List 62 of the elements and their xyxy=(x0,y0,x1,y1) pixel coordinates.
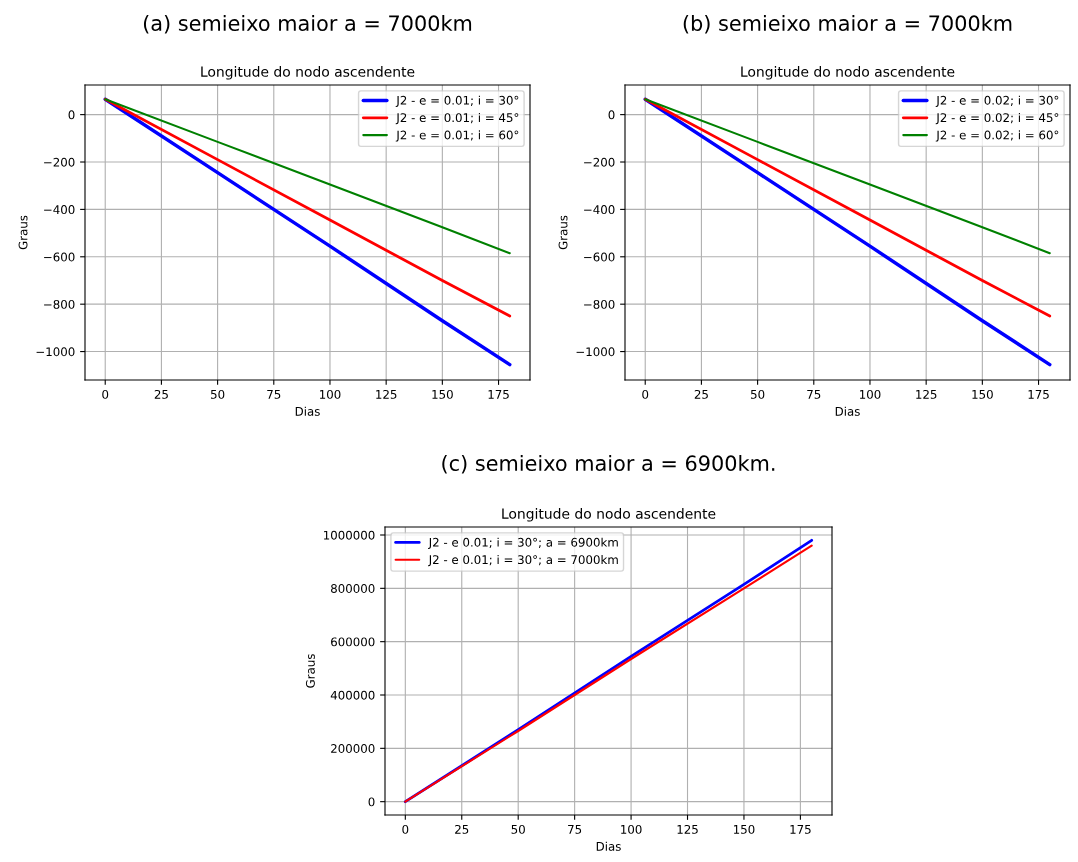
legend-label: J2 - e = 0.01; i = 60° xyxy=(395,130,519,142)
chart-subtitle: Longitude do nodo ascendente xyxy=(201,66,415,80)
y-tick-label: 800000 xyxy=(331,584,375,593)
x-tick-label: 0 xyxy=(642,389,649,399)
x-tick-label: 175 xyxy=(488,390,509,399)
x-tick-label: 0 xyxy=(102,389,109,399)
chart-title: (c) semieixo maior a = 6900km. xyxy=(442,454,775,474)
y-tick-label: −600 xyxy=(584,252,615,262)
legend-label: J2 - e 0.01; i = 30°; a = 7000km xyxy=(428,554,618,567)
x-axis-title: Dias xyxy=(835,406,860,416)
x-tick-label: 125 xyxy=(376,389,397,399)
x-tick-label: 50 xyxy=(211,389,225,399)
x-tick-label: 50 xyxy=(751,389,765,399)
x-tick-label: 25 xyxy=(694,389,708,399)
y-tick-label: 200000 xyxy=(331,744,375,753)
y-axis-title: Graus xyxy=(305,654,315,688)
chart-title: (a) semieixo maior a = 7000km xyxy=(143,14,472,34)
legend-label: J2 - e = 0.02; i = 45° xyxy=(935,112,1059,125)
y-tick-label: −200 xyxy=(44,157,75,167)
y-tick-label: 1000000 xyxy=(324,530,375,540)
y-tick-label: −400 xyxy=(584,205,615,215)
y-tick-label: −1000 xyxy=(36,347,75,357)
x-tick-label: 25 xyxy=(455,824,469,834)
x-tick-label: 100 xyxy=(621,824,642,834)
x-tick-label: 125 xyxy=(677,824,698,834)
x-tick-label: 50 xyxy=(511,824,525,834)
x-tick-label: 150 xyxy=(733,824,755,834)
x-axis-title: Dias xyxy=(295,406,320,416)
x-tick-label: 100 xyxy=(320,389,341,399)
legend-label: J2 - e = 0.01; i = 30° xyxy=(395,95,519,107)
y-tick-label: 400000 xyxy=(330,690,375,700)
legend-label: J2 - e = 0.02; i = 60° xyxy=(935,130,1059,142)
x-tick-label: 125 xyxy=(916,389,937,399)
y-tick-label: −800 xyxy=(44,299,75,309)
x-tick-label: 175 xyxy=(790,825,811,834)
chart-subtitle: Longitude do nodo ascendente xyxy=(502,508,716,522)
y-axis-title: Graus xyxy=(18,215,28,250)
y-tick-label: −1000 xyxy=(576,347,615,357)
chart-subtitle: Longitude do nodo ascendente xyxy=(741,66,955,80)
y-tick-label: −400 xyxy=(44,205,75,215)
x-tick-label: 75 xyxy=(568,825,582,834)
legend-label: J2 - e = 0.01; i = 45° xyxy=(395,112,519,125)
y-tick-label: 600000 xyxy=(331,637,375,647)
x-tick-label: 25 xyxy=(154,389,168,399)
y-tick-label: −800 xyxy=(584,299,615,309)
y-tick-label: −600 xyxy=(44,252,75,262)
x-tick-label: 100 xyxy=(860,389,881,399)
chart-title: (b) semieixo maior a = 7000km xyxy=(683,14,1012,34)
x-tick-label: 75 xyxy=(267,390,281,399)
y-tick-label: −200 xyxy=(584,157,615,167)
legend-label: J2 - e 0.01; i = 30°; a = 6900km xyxy=(428,537,618,549)
x-tick-label: 75 xyxy=(807,390,821,399)
x-tick-label: 150 xyxy=(972,389,993,399)
y-axis-title: Graus xyxy=(558,215,568,250)
y-tick-label: 0 xyxy=(68,110,75,120)
x-tick-label: 0 xyxy=(402,824,409,834)
legend-label: J2 - e = 0.02; i = 30° xyxy=(935,95,1059,107)
x-axis-title: Dias xyxy=(596,841,621,851)
y-tick-label: 0 xyxy=(368,797,375,807)
x-tick-label: 150 xyxy=(432,389,453,399)
y-tick-label: 0 xyxy=(608,110,615,120)
x-tick-label: 175 xyxy=(1028,390,1049,399)
